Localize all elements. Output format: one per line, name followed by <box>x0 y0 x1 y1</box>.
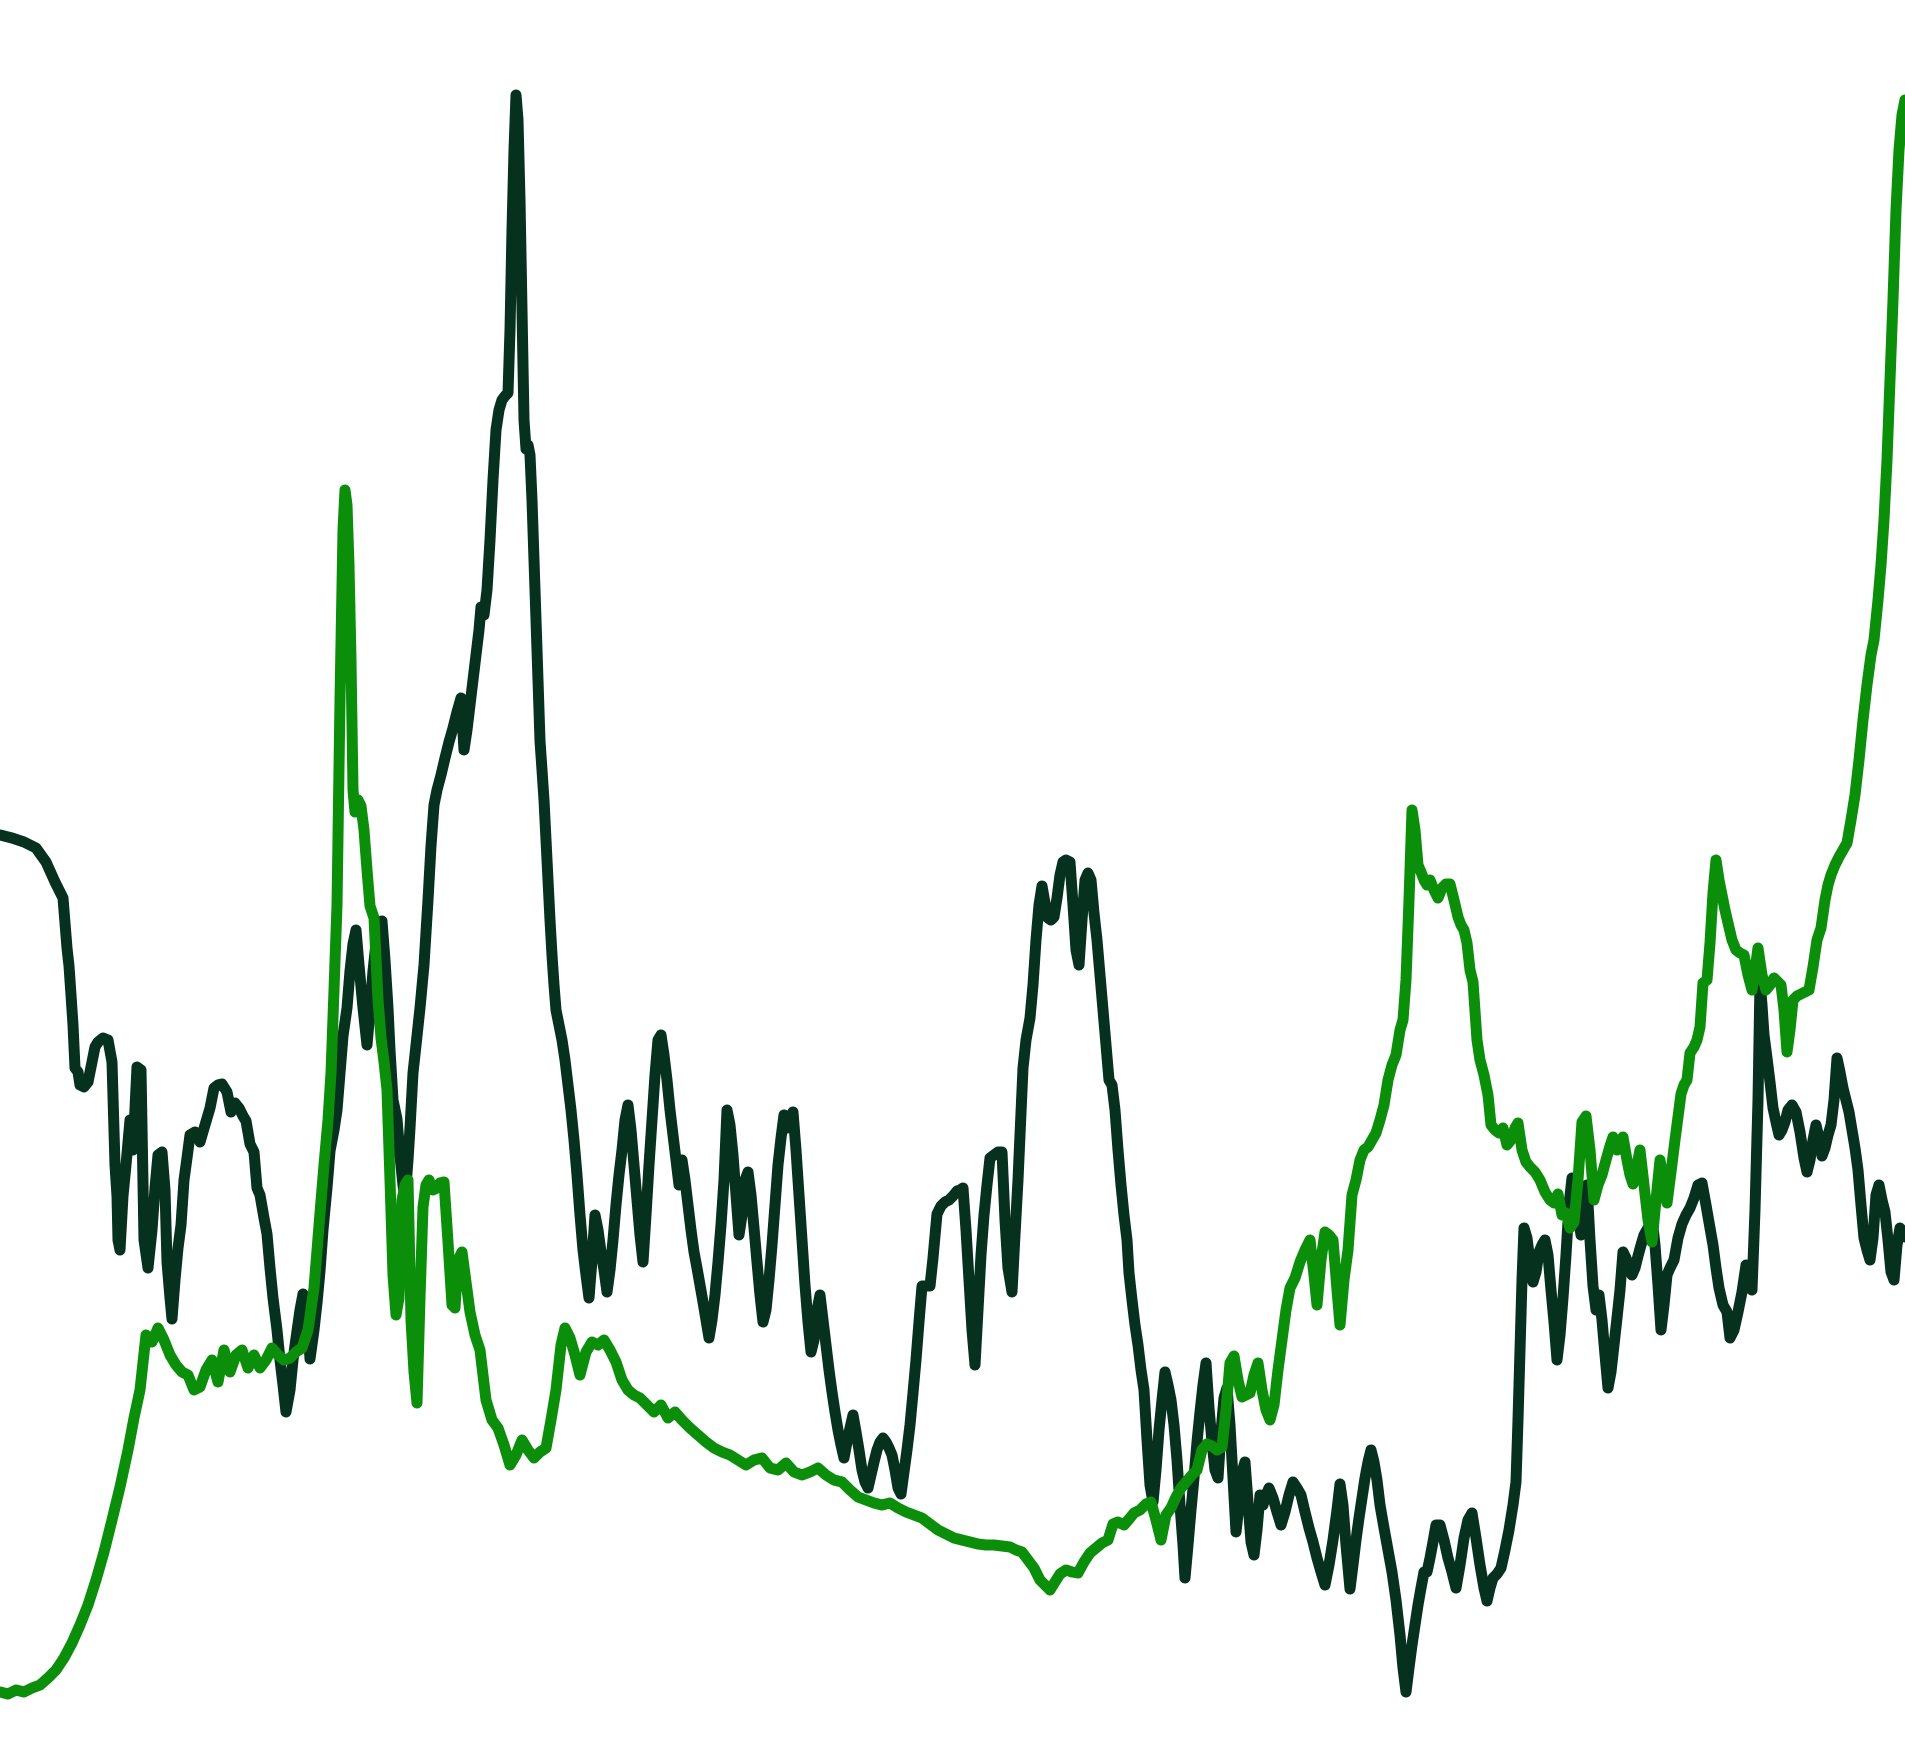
bright-green-series-line <box>0 94 1905 1700</box>
